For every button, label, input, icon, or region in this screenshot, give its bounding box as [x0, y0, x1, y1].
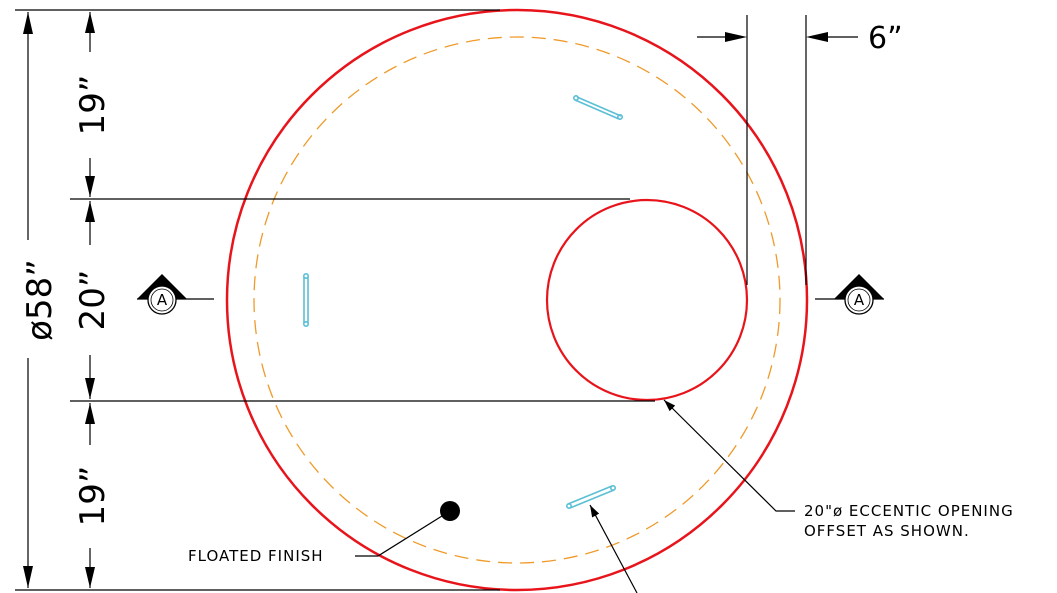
slab-outline: [225, 8, 809, 592]
rebar-left: [302, 272, 309, 327]
opening-note-line1: 20"ø ECCENTIC OPENING: [804, 502, 1014, 520]
overall-diameter-label: ø58”: [20, 259, 60, 341]
rebar-top: [572, 95, 623, 121]
section-mark-right-letter: A: [854, 291, 865, 309]
opening-note-line2: OFFSET AS SHOWN.: [804, 522, 970, 540]
offset-label: 6”: [868, 21, 903, 56]
overall-diameter-dimension: [23, 12, 33, 588]
segment-dimension-lines: [85, 12, 95, 588]
section-mark-left-letter: A: [157, 291, 168, 309]
eccentric-opening: [545, 198, 749, 402]
floated-finish-note: FLOATED FINISH: [188, 547, 324, 565]
section-mark-left: A: [137, 274, 214, 315]
rebar-bottom: [565, 484, 616, 509]
middle-segment-label: 20”: [73, 270, 113, 331]
top-segment-label: 19”: [73, 75, 113, 136]
hidden-edge-dashed: [253, 36, 781, 564]
extension-lines: [15, 9, 807, 591]
leader-lines: [355, 399, 795, 593]
bottom-segment-label: 19”: [73, 466, 113, 527]
offset-dimension: [697, 32, 858, 42]
section-mark-right: A: [815, 274, 884, 315]
